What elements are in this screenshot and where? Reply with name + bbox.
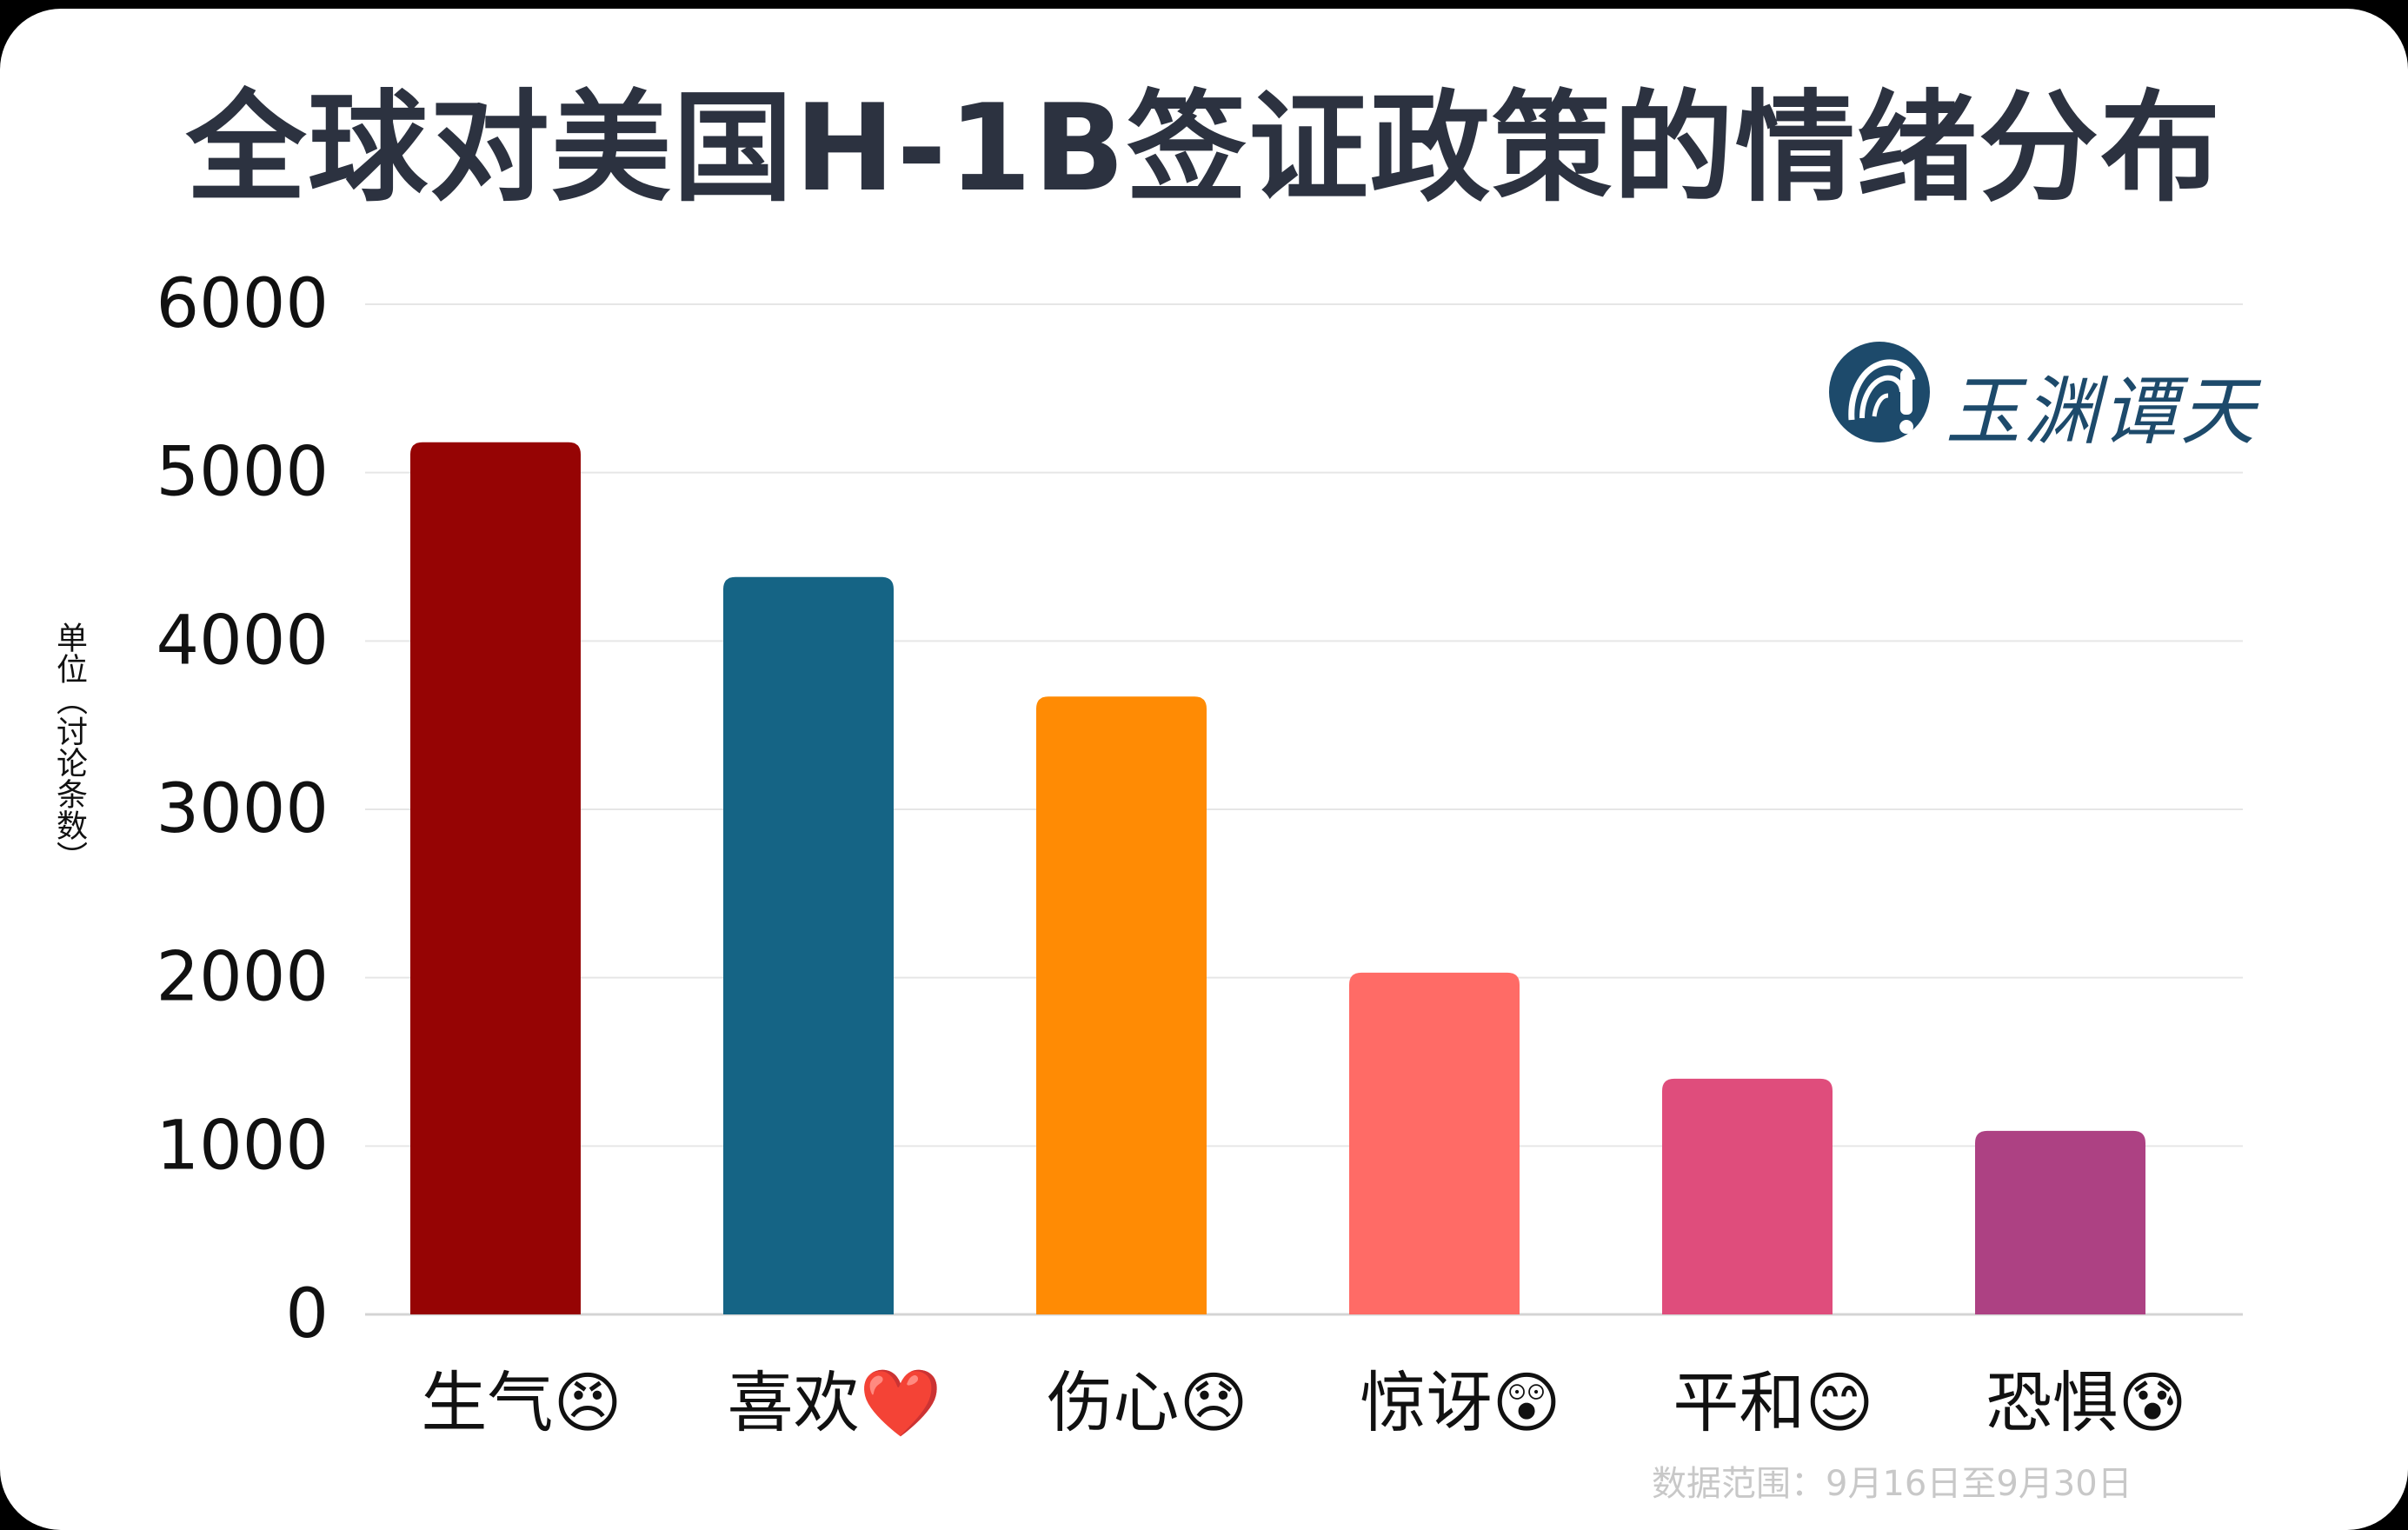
bar	[1662, 1078, 1833, 1314]
bar	[410, 442, 581, 1315]
x-tick-label: 恐惧😰	[1986, 1364, 2186, 1441]
y-tick-label: 1000	[156, 1107, 329, 1185]
chart-title: 全球对美国H-1B签证政策的情绪分布	[186, 78, 2222, 218]
y-tick-label: 3000	[156, 770, 329, 848]
x-tick-label: 生气😠	[421, 1364, 622, 1441]
y-tick-label: 4000	[156, 602, 329, 680]
x-tick-label: 伤心😞	[1047, 1364, 1247, 1441]
y-tick-label: 0	[285, 1275, 329, 1354]
chart-card: 全球对美国H-1B签证政策的情绪分布 单位（讨论条数） 0 1000 2000 300…	[0, 9, 2408, 1530]
x-tick-label: 喜欢❤️	[728, 1364, 942, 1441]
y-tick-label: 2000	[156, 939, 329, 1017]
y-axis-label: 单位（讨论条数）	[51, 622, 87, 872]
brand-name: 玉渊谭天	[1946, 369, 2258, 456]
x-tick-label: 平和😊	[1673, 1364, 1873, 1441]
brand-emblem-icon	[1829, 342, 1930, 442]
bar	[1975, 1130, 2145, 1314]
brand-logo: 玉渊谭天	[1826, 335, 2255, 456]
bar	[723, 576, 894, 1314]
bar	[1036, 696, 1207, 1314]
bar-chart: 0 1000 2000 3000 4000 5000 6000 生气😠 喜欢❤️ 伤心😞 惊讶😲 平和…	[156, 265, 2243, 1441]
bar	[1349, 972, 1520, 1314]
y-tick-label: 6000	[156, 265, 329, 343]
x-tick-label: 惊讶😲	[1360, 1364, 1560, 1441]
y-tick-label: 5000	[156, 434, 329, 512]
data-range-note: 数据范围：9月16日至9月30日	[1652, 1464, 2132, 1504]
